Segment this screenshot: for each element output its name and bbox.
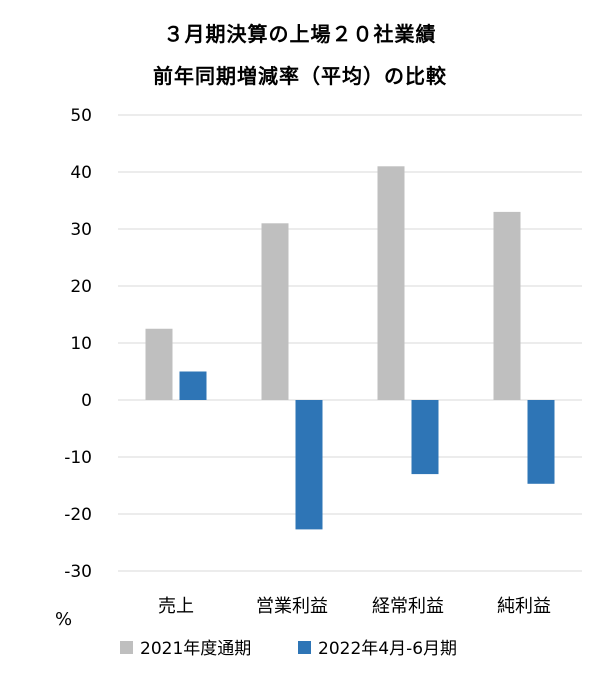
legend-label: 2022年4月-6月期 <box>318 639 457 659</box>
y-tick-label: 50 <box>70 106 92 126</box>
y-axis-ticks: 50 40 30 20 10 0 -10 -20 -30 <box>64 106 92 582</box>
bar-q1-2022-3 <box>527 400 555 484</box>
bar-fy2021-2 <box>377 166 405 400</box>
y-tick-label: 20 <box>70 277 92 297</box>
x-category-label: 営業利益 <box>256 596 328 617</box>
legend-swatch <box>298 641 311 654</box>
x-axis-categories: 売上 営業利益 経常利益 純利益 <box>158 596 551 617</box>
y-tick-label: 40 <box>70 163 92 183</box>
chart-subtitle: 前年同期増減率（平均）の比較 <box>153 64 447 88</box>
y-axis-unit: % <box>55 609 72 630</box>
y-tick-label: -30 <box>64 562 92 582</box>
legend: 2021年度通期 2022年4月-6月期 <box>120 639 457 659</box>
y-tick-label: 30 <box>70 220 92 240</box>
bar-fy2021-3 <box>493 211 521 400</box>
bar-q1-2022-1 <box>295 400 323 530</box>
x-category-label: 売上 <box>158 596 194 617</box>
y-tick-label: -20 <box>64 505 92 525</box>
x-category-label: 経常利益 <box>372 596 444 617</box>
legend-label: 2021年度通期 <box>140 639 251 659</box>
bar-q1-2022-0 <box>179 371 207 400</box>
y-tick-label: -10 <box>64 448 92 468</box>
bar-fy2021-0 <box>145 328 173 400</box>
legend-swatch <box>120 641 133 654</box>
y-tick-label: 10 <box>70 334 92 354</box>
bar-fy2021-1 <box>261 223 289 400</box>
chart-title: ３月期決算の上場２０社業績 <box>163 22 437 46</box>
y-tick-label: 0 <box>81 391 92 411</box>
x-category-label: 純利益 <box>497 596 551 617</box>
bars <box>145 166 555 530</box>
bar-q1-2022-2 <box>411 400 439 475</box>
